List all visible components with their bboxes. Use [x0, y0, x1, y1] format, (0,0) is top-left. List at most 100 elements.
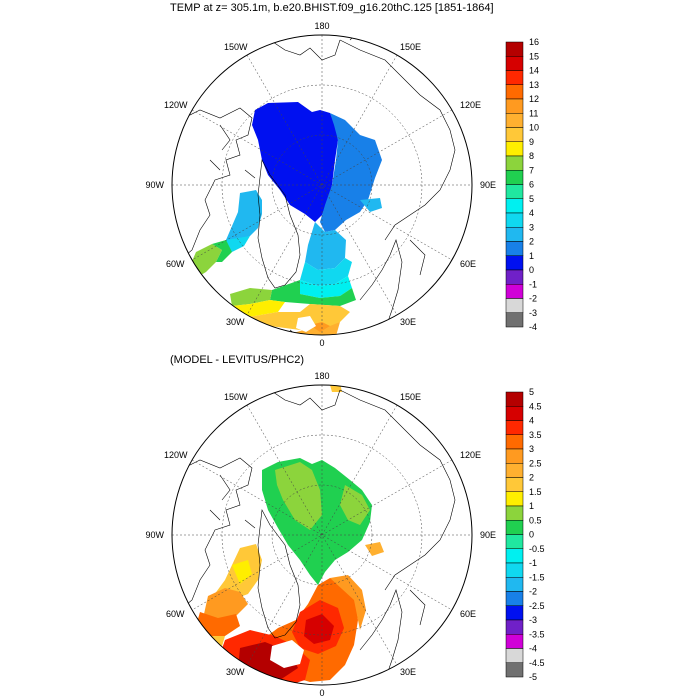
panel1-colorbar-box-7 [505, 141, 524, 157]
panel2-lon-30w: 30W [226, 667, 245, 677]
coastline-scandinavia [359, 239, 403, 331]
field-baffin [226, 190, 262, 240]
panel1-colorbar-label-17: -1 [529, 279, 537, 289]
panel1-colorbar-box-5 [505, 113, 524, 128]
panel2-colorbar-label-17: -3.5 [529, 629, 545, 639]
panel1-colorbar-label-18: -2 [529, 294, 537, 304]
panel2-lon-0: 0 [319, 688, 324, 698]
panel2-title: (MODEL - LEVITUS/PHC2) [170, 354, 305, 366]
anomaly-missing-data [270, 640, 304, 668]
panel2-colorbar-box-13 [505, 577, 524, 592]
panel1-map: 180 0 90W 90E 150W 120W 150E 120E 60W 30… [145, 21, 496, 348]
panel1-colorbar-label-3: 13 [529, 80, 539, 90]
panel1-colorbar-box-1 [505, 56, 524, 71]
panel2-colorbar: 5 4.5 4 3.5 3 2.5 2 1.5 1 0.5 0 -0.5 -1 -1.5 -2 -2.5 -3 -… [505, 387, 545, 682]
panel1-lon-30w: 30W [226, 317, 245, 327]
panel1-colorbar-box-0 [505, 41, 524, 57]
panel2-colorbar-label-15: -2.5 [529, 601, 545, 611]
panel2-colorbar-box-17 [505, 634, 524, 649]
panel1-lon-90e: 90E [480, 180, 496, 190]
panel2-colorbar-label-11: -0.5 [529, 544, 545, 554]
panel1-colorbar-label-16: 0 [529, 265, 534, 275]
panel2-colorbar-label-14: -2 [529, 587, 537, 597]
coastline-canada [179, 107, 253, 261]
panel1-colorbar-box-8 [505, 155, 524, 171]
coastline2-canada [179, 457, 253, 611]
panel2-colorbar-label-4: 3 [529, 444, 534, 454]
panel1-colorbar-box-10 [505, 184, 524, 199]
panel2-lon-120w: 120W [164, 450, 188, 460]
panel2-lon-60e: 60E [460, 609, 476, 619]
panel2-colorbar-box-9 [505, 520, 524, 535]
panel2-colorbar-box-5 [505, 463, 524, 478]
panel1-colorbar-box-2 [505, 70, 524, 85]
panel1-lon-150w: 150W [224, 42, 248, 52]
panel1-colorbar-label-9: 7 [529, 165, 534, 175]
panel1-colorbar-label-14: 2 [529, 237, 534, 247]
panel2-colorbar-label-6: 2 [529, 473, 534, 483]
panel1-colorbar-box-18 [505, 298, 524, 313]
panel2-colorbar-box-12 [505, 562, 524, 578]
coastline2-siberia [339, 389, 456, 591]
panel1-colorbar-label-12: 4 [529, 208, 534, 218]
panel2-lon-90e: 90E [480, 530, 496, 540]
panel2-lon-150e: 150E [400, 392, 421, 402]
panel1-colorbar-box-3 [505, 84, 524, 100]
panel1-colorbar-box-16 [505, 269, 524, 285]
panel2-lon-60w: 60W [166, 609, 185, 619]
panel2-colorbar-label-9: 0.5 [529, 515, 542, 525]
panel1-colorbar-label-10: 6 [529, 180, 534, 190]
panel2-colorbar-label-7: 1.5 [529, 487, 542, 497]
panel1-lon-150e: 150E [400, 42, 421, 52]
field-fram-strait [305, 222, 346, 270]
panel1-lon-120w: 120W [164, 100, 188, 110]
panel1-lon-180: 180 [314, 21, 329, 31]
panel2-colorbar-label-3: 3.5 [529, 430, 542, 440]
panel1-colorbar-box-9 [505, 170, 524, 185]
panel1-colorbar-label-15: 1 [529, 251, 534, 261]
panel2-colorbar-box-3 [505, 434, 524, 450]
panel2-colorbar-box-10 [505, 534, 524, 549]
panel1-lon-60e: 60E [460, 259, 476, 269]
panel1-title: TEMP at z= 305.1m, b.e20.BHIST.f09_g16.2… [170, 2, 494, 14]
panel2-colorbar-box-7 [505, 491, 524, 507]
panel1-colorbar-label-2: 14 [529, 66, 539, 76]
panel1-colorbar-label-13: 3 [529, 222, 534, 232]
panel1-colorbar-box-19 [505, 312, 524, 328]
panel2-lon-30e: 30E [400, 667, 416, 677]
panel2-colorbar-label-20: -5 [529, 672, 537, 682]
panel1-colorbar-box-12 [505, 212, 524, 228]
panel2-lon-120e: 120E [460, 450, 481, 460]
panel2-colorbar-box-18 [505, 648, 524, 663]
coastline-siberia [339, 39, 456, 241]
panel2-colorbar-label-13: -1.5 [529, 572, 545, 582]
panel1-lon-0: 0 [319, 338, 324, 348]
coastline2-greenland [257, 509, 301, 639]
panel1-colorbar-label-4: 12 [529, 94, 539, 104]
field-arctic-basin [252, 102, 338, 222]
panel2-colorbar-label-19: -4.5 [529, 658, 545, 668]
panel1-colorbar-label-11: 5 [529, 194, 534, 204]
panel2-colorbar-box-11 [505, 548, 524, 564]
panel1-colorbar-label-19: -3 [529, 308, 537, 318]
coastline2-scandinavia [359, 589, 403, 681]
panel1-colorbar-label-0: 16 [529, 37, 539, 47]
panel1-colorbar-label-6: 10 [529, 123, 539, 133]
panel1-colorbar-label-8: 8 [529, 151, 534, 161]
panel1-lon-60w: 60W [166, 259, 185, 269]
panel1-colorbar-label-7: 9 [529, 137, 534, 147]
panel2-colorbar-box-15 [505, 605, 524, 621]
field-nordic-seas [270, 280, 356, 306]
panel1-colorbar-box-4 [505, 98, 524, 114]
coastline-alaska [269, 39, 341, 61]
panel1-colorbar-label-1: 15 [529, 51, 539, 61]
panel2-colorbar-box-19 [505, 662, 524, 678]
panel2-colorbar-label-0: 5 [529, 387, 534, 397]
panel1-colorbar-label-5: 11 [529, 108, 538, 118]
panel2-colorbar-label-18: -4 [529, 644, 537, 654]
panel2-lon-150w: 150W [224, 392, 248, 402]
panel1-colorbar-box-15 [505, 255, 524, 271]
panel1-colorbar-label-20: -4 [529, 322, 537, 332]
panel2-colorbar-label-12: -1 [529, 558, 537, 568]
